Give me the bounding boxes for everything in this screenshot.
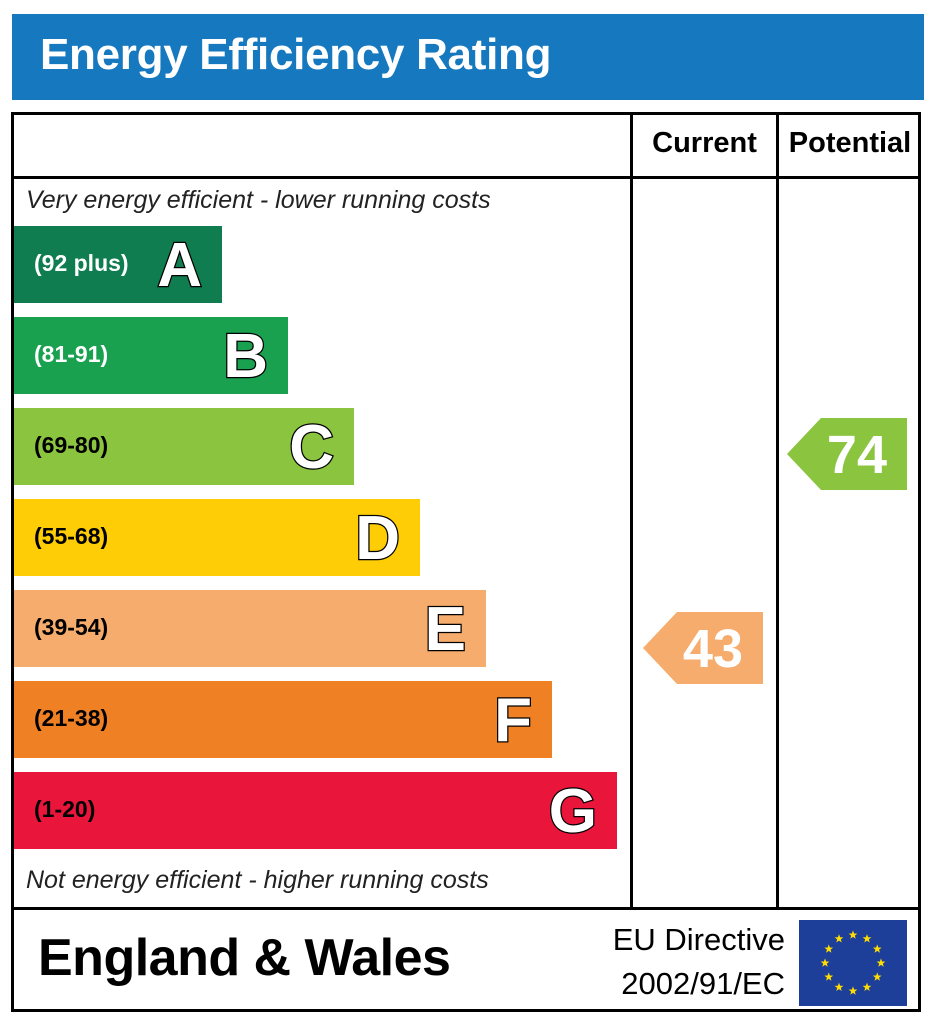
eu-star-icon [862, 982, 872, 991]
eu-star-icon [824, 972, 834, 981]
eu-star-icon [834, 982, 844, 991]
chart-title: Energy Efficiency Rating [40, 30, 552, 79]
eu-star-icon [876, 958, 886, 967]
rating-band-letter: A [156, 230, 203, 302]
potential-rating-arrow: 74 [787, 418, 907, 490]
divider-current [630, 112, 633, 910]
rating-band-d: (55-68) D [14, 499, 420, 576]
eu-star-icon [848, 930, 858, 939]
caption-efficient: Very energy efficient - lower running co… [26, 186, 491, 214]
eu-star-icon [872, 972, 882, 981]
rating-band-letter: D [354, 503, 401, 575]
eu-star-icon [820, 958, 830, 967]
column-header-current: Current [652, 127, 757, 159]
rating-band-range: (81-91) [34, 341, 109, 367]
footer-divider [11, 907, 921, 910]
rating-band-range: (1-20) [34, 796, 96, 822]
caption-inefficient: Not energy efficient - higher running co… [26, 866, 489, 894]
current-rating-value: 43 [682, 619, 743, 679]
eu-star-icon [834, 934, 844, 943]
rating-band-e: (39-54) E [14, 590, 486, 667]
rating-band-letter: B [222, 321, 269, 393]
column-header-potential: Potential [788, 127, 912, 159]
rating-band-range: (69-80) [34, 432, 109, 458]
current-arrow-shape [643, 612, 763, 684]
rating-band-g: (1-20) G [14, 772, 617, 849]
eu-star-icon [824, 944, 834, 953]
rating-band-letter: C [288, 412, 335, 484]
rating-band-b: (81-91) B [14, 317, 288, 394]
eu-star-icon [872, 944, 882, 953]
country-label: England & Wales [38, 929, 451, 987]
eu-star-icon [862, 934, 872, 943]
rating-band-f: (21-38) F [14, 681, 552, 758]
rating-band-letter: G [548, 776, 599, 848]
eu-directive-number: 2002/91/EC [621, 966, 785, 1001]
rating-band-a: (92 plus) A [14, 226, 222, 303]
rating-band-range: (39-54) [34, 614, 109, 640]
eu-flag-icon [799, 920, 907, 1006]
rating-band-range: (55-68) [34, 523, 109, 549]
rating-band-range: (92 plus) [34, 250, 129, 276]
rating-band-letter: F [493, 685, 533, 757]
eu-directive-label: EU Directive [612, 922, 785, 957]
eu-stars [820, 930, 886, 995]
title-bar: Energy Efficiency Rating [12, 14, 924, 100]
rating-band-range: (21-38) [34, 705, 109, 731]
current-rating-arrow: 43 [643, 612, 763, 684]
potential-rating-value: 74 [826, 425, 887, 485]
rating-band-letter: E [423, 594, 467, 666]
eu-star-icon [848, 986, 858, 995]
potential-arrow-shape [787, 418, 907, 490]
header-divider [11, 176, 921, 179]
divider-potential [776, 112, 779, 910]
rating-frame [11, 112, 921, 1012]
rating-band-c: (69-80) C [14, 408, 354, 485]
